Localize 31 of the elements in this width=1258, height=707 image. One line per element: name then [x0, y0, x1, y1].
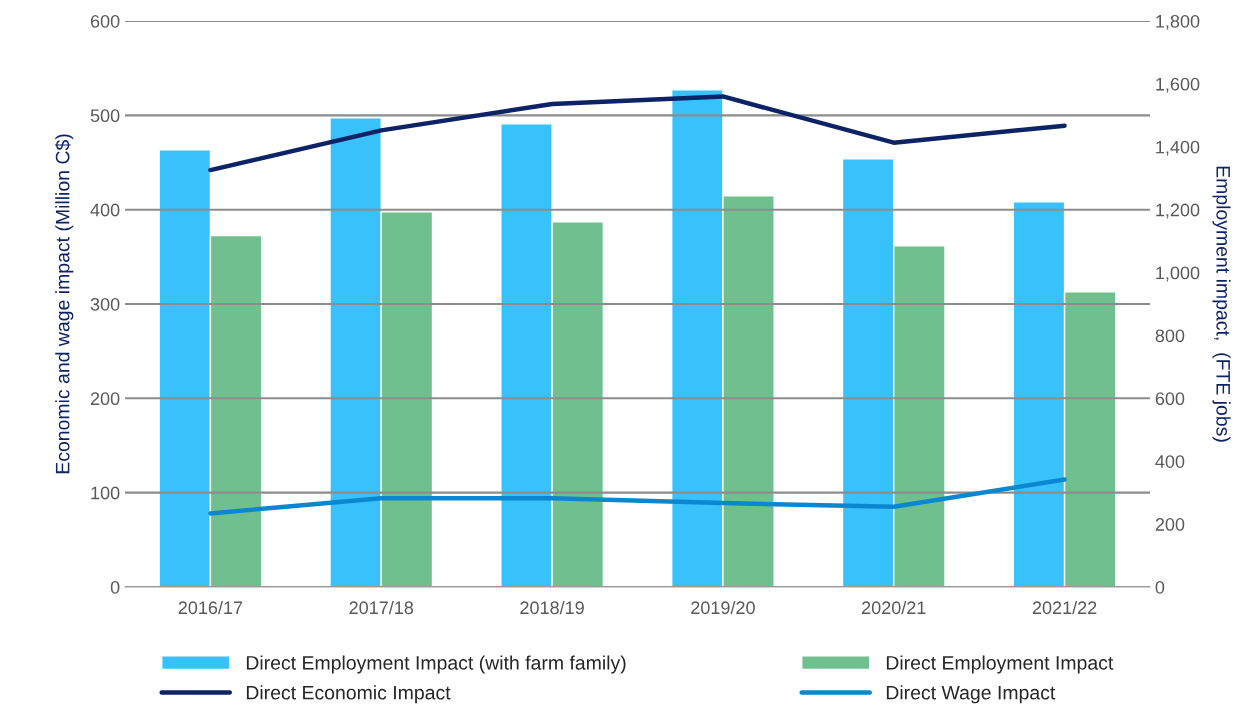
y-tick-label: 300: [90, 297, 120, 311]
y2-tick-label: 1,800: [1156, 14, 1200, 30]
y2-tick-label: 1,000: [1156, 266, 1200, 282]
x-tick-label: 2019/20: [691, 600, 755, 615]
x-tick-label: 2018/19: [520, 600, 584, 615]
legend-label: Direct Employment Impact (with farm family): [246, 655, 626, 674]
y-axis-title: Economic and wage impact (Million C$): [54, 134, 74, 474]
legend-label: Direct Economic Impact: [246, 685, 451, 704]
y2-tick-label: 200: [1155, 518, 1185, 531]
x-tick-label: 2020/21: [862, 600, 926, 615]
y-tick-label: 100: [91, 486, 120, 500]
x-tick-label: 2017/18: [349, 600, 414, 615]
y2-tick-label: 400: [1155, 455, 1185, 468]
legend-label: Direct Employment Impact: [886, 655, 1114, 674]
line-series: [208, 94, 1067, 173]
y-tick-label: 500: [90, 109, 120, 123]
y2-axis-title: Employment impact, (FTE jobs): [1212, 166, 1231, 442]
y-tick-label: 600: [90, 14, 120, 28]
legend-label: Direct Wage Impact: [886, 685, 1056, 704]
y2-tick-label: 0: [1155, 580, 1165, 594]
y2-tick-label: 800: [1155, 329, 1185, 343]
x-tick-label: 2016/17: [178, 600, 243, 615]
y2-tick-label: 600: [1155, 392, 1185, 406]
y-tick-label: 400: [90, 203, 120, 217]
y2-tick-label: 1,400: [1156, 140, 1200, 156]
y2-tick-label: 1,200: [1156, 203, 1200, 219]
y-tick-label: 200: [90, 392, 120, 406]
line-series: [208, 477, 1067, 516]
y2-tick-label: 1,600: [1156, 77, 1200, 93]
x-tick-label: 2021/22: [1032, 600, 1097, 615]
y-tick-label: 0: [110, 580, 120, 594]
